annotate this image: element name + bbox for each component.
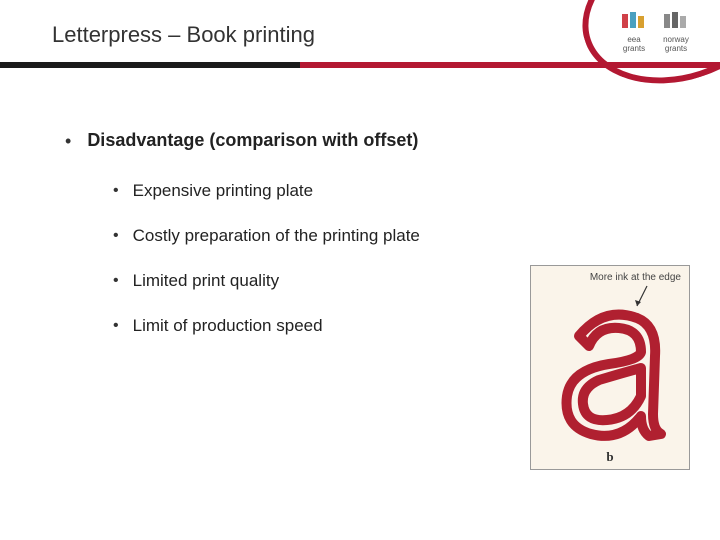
sub-bullet-text: Limit of production speed [133, 316, 323, 336]
corner-curve-decoration [563, 0, 720, 107]
main-bullet-text: Disadvantage (comparison with offset) [87, 130, 418, 151]
bullet-dot-icon: • [113, 181, 119, 202]
list-item: • Costly preparation of the printing pla… [113, 226, 645, 247]
letter-a-illustration [549, 296, 673, 446]
figure-illustration: More ink at the edge b [530, 265, 690, 470]
figure-label: b [606, 449, 613, 465]
sub-bullet-text: Expensive printing plate [133, 181, 314, 201]
main-bullet: • Disadvantage (comparison with offset) [65, 130, 645, 153]
sub-bullet-text: Limited print quality [133, 271, 279, 291]
bullet-dot-icon: • [113, 316, 119, 337]
bullet-dot-icon: • [113, 271, 119, 292]
sub-bullet-text: Costly preparation of the printing plate [133, 226, 420, 246]
slide-title: Letterpress – Book printing [52, 22, 315, 48]
bullet-dot-icon: • [113, 226, 119, 247]
figure-caption: More ink at the edge [590, 272, 681, 283]
list-item: • Expensive printing plate [113, 181, 645, 202]
divider-black [0, 62, 300, 68]
slide-header: Letterpress – Book printing eea grants n… [0, 0, 720, 90]
bullet-dot-icon: • [65, 130, 71, 153]
